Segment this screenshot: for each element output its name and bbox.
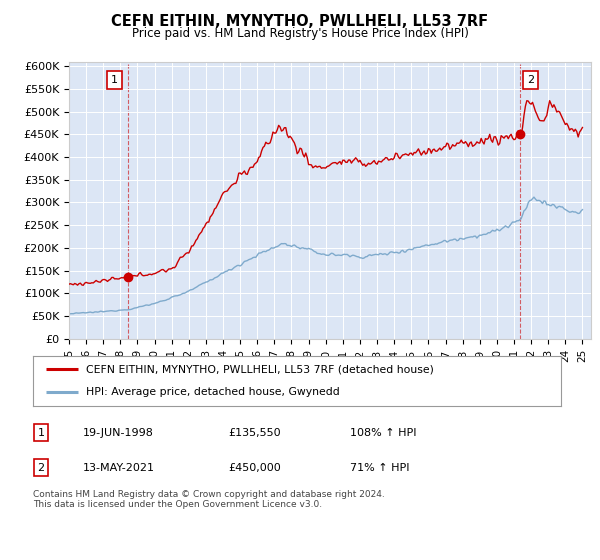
Text: £450,000: £450,000 — [229, 463, 281, 473]
Text: 108% ↑ HPI: 108% ↑ HPI — [350, 428, 416, 438]
Text: 71% ↑ HPI: 71% ↑ HPI — [350, 463, 409, 473]
Text: £135,550: £135,550 — [229, 428, 281, 438]
Text: CEFN EITHIN, MYNYTHO, PWLLHELI, LL53 7RF (detached house): CEFN EITHIN, MYNYTHO, PWLLHELI, LL53 7RF… — [86, 364, 434, 374]
Text: 1: 1 — [37, 428, 44, 438]
Text: Price paid vs. HM Land Registry's House Price Index (HPI): Price paid vs. HM Land Registry's House … — [131, 27, 469, 40]
Text: CEFN EITHIN, MYNYTHO, PWLLHELI, LL53 7RF: CEFN EITHIN, MYNYTHO, PWLLHELI, LL53 7RF — [112, 14, 488, 29]
Text: 1: 1 — [111, 75, 118, 85]
Text: 2: 2 — [527, 75, 534, 85]
Text: Contains HM Land Registry data © Crown copyright and database right 2024.
This d: Contains HM Land Registry data © Crown c… — [33, 490, 385, 510]
Text: 19-JUN-1998: 19-JUN-1998 — [83, 428, 154, 438]
Text: 2: 2 — [37, 463, 44, 473]
Text: HPI: Average price, detached house, Gwynedd: HPI: Average price, detached house, Gwyn… — [86, 388, 340, 398]
Text: 13-MAY-2021: 13-MAY-2021 — [83, 463, 155, 473]
